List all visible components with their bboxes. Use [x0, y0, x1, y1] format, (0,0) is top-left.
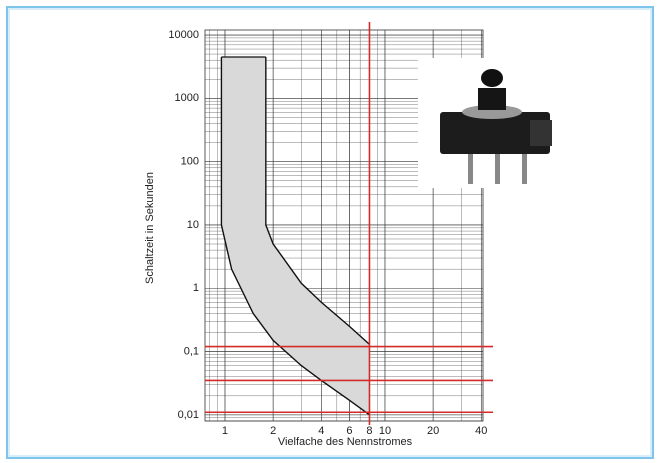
y-tick-label: 1000 — [175, 92, 199, 104]
switch-pin — [522, 154, 527, 184]
switch-side — [530, 120, 552, 146]
curve — [220, 56, 370, 416]
x-tick-label: 8 — [366, 425, 372, 437]
y-tick-label: 10000 — [168, 29, 199, 41]
switch-body — [440, 112, 550, 154]
switch-button — [481, 69, 503, 87]
plot-border — [204, 29, 484, 422]
band-layer — [220, 56, 370, 416]
x-tick-label: 40 — [475, 425, 487, 437]
y-tick-label: 1 — [193, 282, 199, 294]
y-tick-label: 10 — [187, 219, 199, 231]
switch-pin — [495, 154, 500, 184]
x-tick-label: 1 — [222, 425, 228, 437]
product-photo — [418, 58, 558, 188]
switch-collar — [478, 88, 506, 110]
y-tick-label: 0,1 — [184, 345, 199, 357]
y-tick-label: 0,01 — [178, 409, 199, 421]
x-tick-label: 10 — [379, 425, 391, 437]
x-tick-label: 20 — [427, 425, 439, 437]
x-axis-label: Vielfache des Nennstromes — [278, 436, 413, 448]
frame — [6, 6, 654, 459]
y-axis-label: Schaltzeit in Sekunden — [144, 172, 156, 284]
y-tick-label: 100 — [181, 156, 199, 168]
switch-ring — [462, 105, 522, 119]
x-tick-label: 6 — [346, 425, 352, 437]
curve — [265, 56, 370, 345]
x-tick-label: 2 — [270, 425, 276, 437]
x-tick-label: 4 — [318, 425, 324, 437]
switch-pin — [468, 154, 473, 184]
band-fill — [221, 56, 370, 415]
